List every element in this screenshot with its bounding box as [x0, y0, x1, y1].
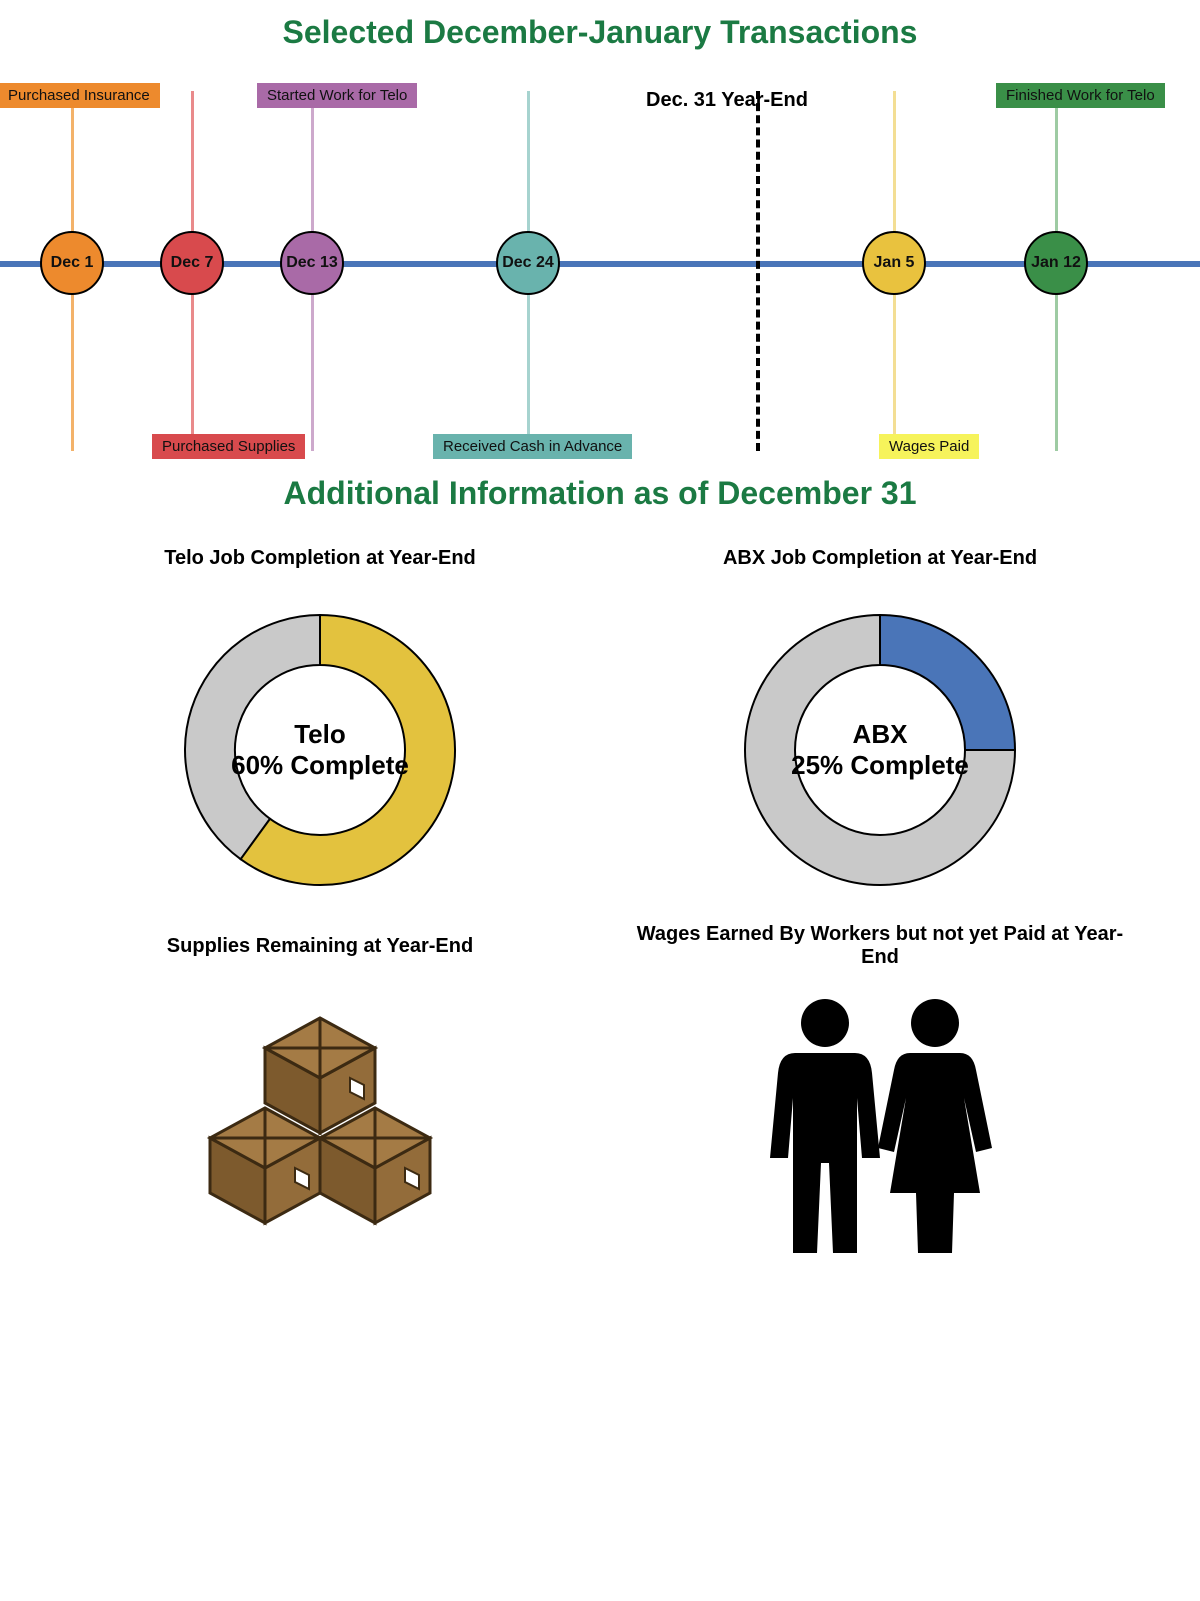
event-tag: Received Cash in Advance — [433, 434, 632, 459]
event-node: Dec 24 — [496, 231, 560, 295]
wages-cell: Wages Earned By Workers but not yet Paid… — [620, 920, 1140, 1268]
abx-donut-cell: ABX Job Completion at Year-End ABX 25% C… — [620, 532, 1140, 900]
boxes-icon — [170, 988, 470, 1248]
title-additional-info: Additional Information as of December 31 — [0, 461, 1200, 522]
workers-icon — [730, 988, 1030, 1268]
event-tag: Wages Paid — [879, 434, 979, 459]
timeline: Dec 1 Purchased Insurance Dec 7 Purchased S… — [0, 61, 1200, 461]
event-node: Dec 1 — [40, 231, 104, 295]
abx-donut-center: ABX 25% Complete — [730, 600, 1030, 900]
event-tag: Started Work for Telo — [257, 83, 417, 108]
info-grid: Telo Job Completion at Year-End Telo 60%… — [0, 522, 1200, 1308]
wages-title: Wages Earned By Workers but not yet Paid… — [620, 920, 1140, 972]
event-tag: Purchased Supplies — [152, 434, 305, 459]
year-end-label: Dec. 31 Year-End — [646, 89, 808, 112]
title-transactions: Selected December-January Transactions — [0, 0, 1200, 61]
telo-donut-cell: Telo Job Completion at Year-End Telo 60%… — [60, 532, 580, 900]
supplies-title: Supplies Remaining at Year-End — [167, 920, 473, 972]
event-tag: Purchased Insurance — [0, 83, 160, 108]
event-node: Jan 5 — [862, 231, 926, 295]
abx-donut-title: ABX Job Completion at Year-End — [723, 532, 1037, 584]
supplies-cell: Supplies Remaining at Year-End — [60, 920, 580, 1268]
telo-donut-center: Telo 60% Complete — [170, 600, 470, 900]
event-node: Dec 13 — [280, 231, 344, 295]
year-end-divider — [756, 91, 760, 451]
event-node: Dec 7 — [160, 231, 224, 295]
telo-donut-title: Telo Job Completion at Year-End — [164, 532, 476, 584]
event-tag: Finished Work for Telo — [996, 83, 1165, 108]
event-node: Jan 12 — [1024, 231, 1088, 295]
